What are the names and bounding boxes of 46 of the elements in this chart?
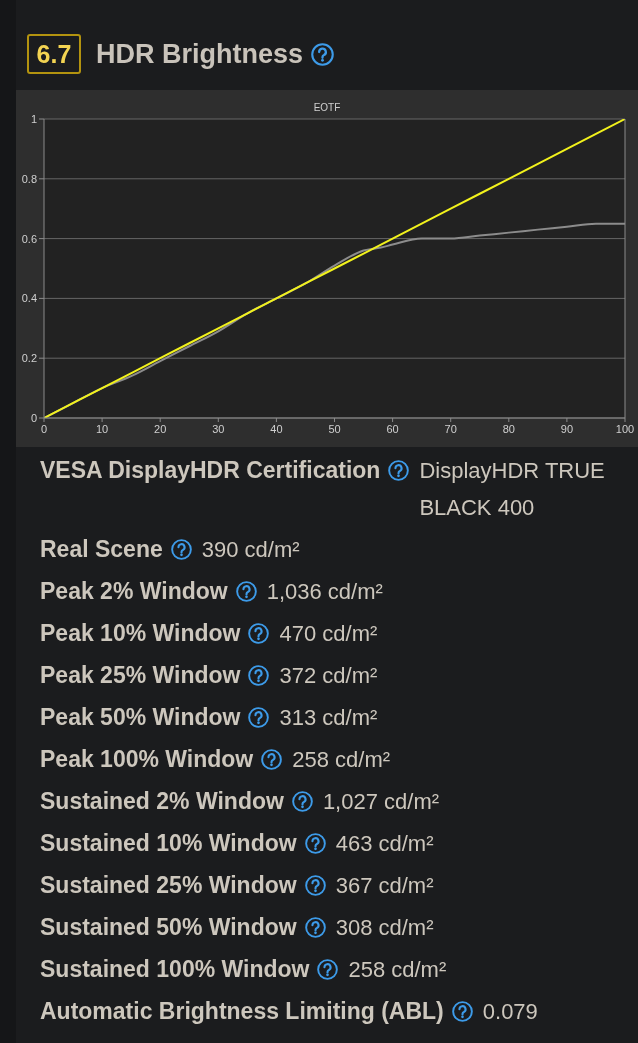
y-tick-label: 0.2 (21, 352, 37, 365)
text: DisplayHDR TRUE BLACK 400 (419, 458, 605, 520)
text: 313 cd/m² (279, 705, 378, 730)
text: 372 cd/m² (279, 663, 378, 688)
x-tick-label: 40 (270, 422, 283, 435)
x-tick-label: 70 (444, 422, 457, 435)
text: Automatic Brightness Limiting (ABL) (40, 997, 444, 1026)
text: Peak 2% Window (40, 577, 228, 606)
text: Sustained 50% Window (40, 913, 297, 942)
text: 1,027 cd/m² (322, 789, 440, 814)
text: 470 cd/m² (279, 621, 378, 646)
text: HDR Brightness (96, 38, 304, 70)
text: Real Scene (40, 535, 163, 564)
text: 258 cd/m² (292, 747, 391, 772)
text: Peak 100% Window (40, 745, 254, 774)
x-tick-label: 90 (560, 422, 574, 435)
y-tick-label: 0.6 (21, 232, 37, 245)
text: 308 cd/m² (335, 915, 434, 940)
x-tick-label: 20 (154, 422, 167, 435)
x-tick-label: 100 (615, 422, 635, 435)
text: 367 cd/m² (335, 873, 434, 898)
text: 0.079 (482, 999, 538, 1024)
x-tick-label: 50 (328, 422, 341, 435)
y-tick-label: 1 (30, 112, 37, 125)
x-tick-label: 10 (95, 422, 109, 435)
text: 390 cd/m² (201, 537, 300, 562)
x-tick-label: 0 (40, 422, 48, 435)
text: Sustained 25% Window (40, 871, 297, 900)
text: 258 cd/m² (348, 957, 447, 982)
text: 1,036 cd/m² (266, 579, 383, 604)
text: Sustained 100% Window (40, 955, 310, 984)
chart-title: EOTF (313, 102, 341, 113)
y-tick-label: 0.8 (21, 172, 37, 185)
text: 6.7 (36, 39, 72, 69)
text: Peak 50% Window (40, 703, 241, 732)
text: Peak 25% Window (40, 661, 241, 690)
text: 463 cd/m² (335, 831, 434, 856)
x-tick-label: 60 (386, 422, 399, 435)
x-tick-label: 30 (212, 422, 225, 435)
text: Sustained 10% Window (40, 829, 297, 858)
y-tick-label: 0 (30, 411, 37, 424)
y-tick-label: 0.4 (21, 292, 37, 305)
text: Peak 10% Window (40, 619, 241, 648)
text: Sustained 2% Window (40, 787, 284, 816)
text: VESA DisplayHDR Certification (40, 456, 381, 485)
x-tick-label: 80 (502, 422, 515, 435)
